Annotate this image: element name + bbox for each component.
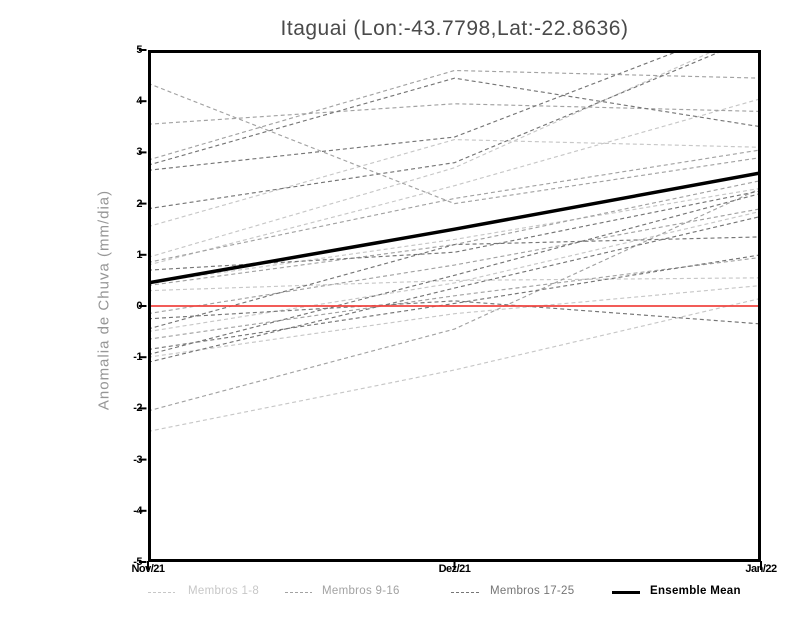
legend: Membros 1-8 Membros 9-16 Membros 17-25 E… — [0, 585, 800, 601]
y-tick-label: 2 — [136, 197, 142, 210]
ensemble-member-line — [148, 300, 761, 325]
ensemble-member-line — [148, 187, 761, 412]
y-tick-label: -2 — [133, 402, 142, 415]
ensemble-member-line — [148, 98, 761, 266]
y-tick-label: -1 — [133, 351, 142, 364]
ensemble-member-line — [148, 256, 761, 340]
page-title: Itaguai (Lon:-43.7798,Lat:-22.8636) — [280, 17, 629, 40]
plot-lines-group — [148, 50, 761, 433]
y-tick-label: 4 — [136, 95, 142, 108]
y-tick-label: 1 — [136, 248, 142, 261]
legend-line-sample-membros-17-25 — [451, 592, 481, 593]
legend-line-sample-membros-1-8 — [148, 592, 175, 593]
ensemble-mean-line — [148, 171, 761, 285]
ensemble-member-line — [148, 208, 761, 315]
ensemble-member-line — [148, 236, 761, 330]
ensemble-member-line — [148, 82, 761, 205]
y-tick-label: 0 — [136, 300, 142, 312]
y-tick-label: 3 — [136, 146, 142, 159]
legend-label-membros-9-16: Membros 9-16 — [322, 585, 400, 597]
ensemble-member-line — [148, 77, 761, 166]
ensemble-member-line — [148, 103, 761, 125]
legend-line-sample-ensemble-mean — [612, 591, 640, 594]
y-tick-label: -5 — [133, 556, 142, 568]
ensemble-member-line — [148, 187, 761, 284]
ensemble-member-line — [148, 254, 761, 351]
plot-frame — [148, 50, 761, 562]
plot-svg — [139, 49, 762, 570]
ensemble-member-line — [148, 215, 761, 363]
legend-line-sample-membros-9-16 — [285, 592, 312, 593]
ensemble-member-line — [148, 297, 761, 433]
ensemble-member-line — [148, 50, 717, 258]
ensemble-member-line — [148, 50, 726, 210]
ensemble-member-line — [148, 277, 761, 292]
ensemble-member-line — [148, 139, 761, 228]
ensemble-member-line — [148, 284, 761, 358]
ensemble-member-line — [148, 69, 761, 161]
x-tick-label: Dez/21 — [438, 563, 471, 575]
legend-label-ensemble-mean: Ensemble Mean — [650, 585, 741, 597]
y-tick-label: 5 — [136, 44, 142, 56]
ensemble-member-line — [148, 149, 761, 264]
x-tick-label: Nov/21 — [131, 563, 165, 575]
ensemble-member-line — [148, 50, 683, 171]
ensemble-member-line — [148, 192, 761, 356]
x-tick-label: Jan/22 — [745, 563, 777, 575]
y-tick-label: -3 — [133, 453, 142, 466]
y-tick-label: -4 — [133, 504, 142, 517]
legend-label-membros-17-25: Membros 17-25 — [490, 585, 575, 597]
legend-label-membros-1-8: Membros 1-8 — [188, 585, 260, 597]
